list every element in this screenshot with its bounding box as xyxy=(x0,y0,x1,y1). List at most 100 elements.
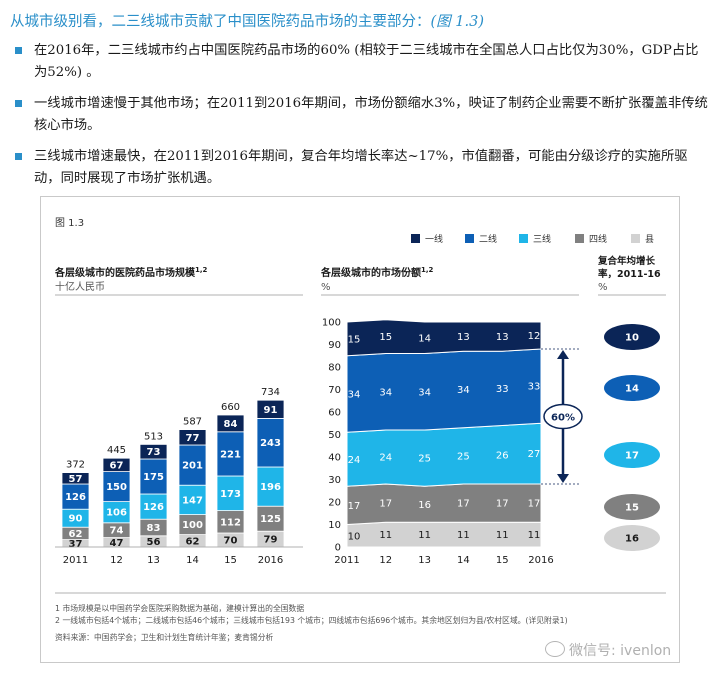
bar-value-label: 125 xyxy=(260,514,281,525)
bar-segment xyxy=(256,505,285,532)
bar-total-label: 734 xyxy=(261,387,280,398)
legend-swatch xyxy=(519,234,528,243)
figure-svg: 图 1.3 一线 二线 三线 四线县 各层级城市的医院药品市场规模1,2 十亿人民币 … xyxy=(54,217,666,642)
legend: 一线 二线 三线 四线 县 xyxy=(411,233,654,245)
cagr-title-line-1: 复合年均增长 xyxy=(597,255,656,267)
bullet-list: 在2016年，二三线城市约占中国医院药品市场的60% (相较于二三线城市在全国总… xyxy=(10,40,710,199)
area-chart-title-sup: 1,2 xyxy=(421,266,434,274)
area-y-tick-label: 60 xyxy=(328,408,341,419)
area-value-label: 17 xyxy=(348,501,361,512)
bar-value-label: 57 xyxy=(69,474,83,485)
area-value-label: 11 xyxy=(457,530,470,541)
area-value-label: 17 xyxy=(457,499,470,510)
cagr-oval xyxy=(604,525,660,551)
bar-segment xyxy=(178,429,207,446)
legend-label: 三线 xyxy=(533,233,551,245)
cagr-oval xyxy=(604,494,660,520)
cagr-value: 16 xyxy=(625,534,639,545)
bullet-square-icon xyxy=(15,47,22,54)
area-band xyxy=(346,483,542,526)
bar-value-label: 47 xyxy=(110,538,124,549)
area-x-tick-label: 2011 xyxy=(334,555,359,566)
bar-total-label: 587 xyxy=(183,417,202,428)
area-chart-header: 各层级城市的市场份额1,2 % xyxy=(320,266,579,296)
bar-value-label: 196 xyxy=(260,482,281,493)
bar-value-label: 147 xyxy=(182,495,203,506)
bar-value-label: 201 xyxy=(182,461,203,472)
bracket-arrow-down-icon xyxy=(557,474,569,483)
bar-total-label: 660 xyxy=(221,402,240,413)
bar-category-label: 2016 xyxy=(258,555,283,566)
area-chart-title: 各层级城市的市场份额1,2 xyxy=(320,266,434,279)
area-value-label: 11 xyxy=(379,530,392,541)
area-value-label: 10 xyxy=(348,531,361,542)
bar-value-label: 173 xyxy=(220,489,241,500)
cagr-value: 17 xyxy=(625,451,639,462)
bar-segment xyxy=(178,444,207,486)
area-y-tick-label: 80 xyxy=(328,363,341,374)
area-y-tick-label: 50 xyxy=(328,430,341,441)
bullet-text: 三线城市增速最快，在2011到2016年期间，复合年均增长率达~17%，市值翻番… xyxy=(34,149,688,186)
wechat-icon xyxy=(545,641,565,657)
bar-value-label: 37 xyxy=(69,539,83,550)
footnote-1: 1 市场规模是以中国药学会医院采购数据为基础，建模计算出的全国数据 xyxy=(55,603,304,613)
bullet-item: 一线城市增速慢于其他市场；在2011到2016年期间，市场份额缩水3%，映证了制… xyxy=(10,93,710,137)
area-x-tick-label: 12 xyxy=(379,555,392,566)
cagr-oval xyxy=(604,375,660,401)
bar-value-label: 100 xyxy=(182,520,203,531)
cagr-oval xyxy=(604,324,660,350)
watermark-text: 微信号: ivenlon xyxy=(569,643,672,659)
area-value-label: 15 xyxy=(348,334,361,345)
area-value-label: 34 xyxy=(348,390,361,401)
legend-label: 二线 xyxy=(479,233,497,245)
source-note: 资料来源：中国药学会；卫生和计划生育统计年鉴；麦肯锡分析 xyxy=(55,632,274,642)
area-band xyxy=(346,521,542,548)
area-value-label: 13 xyxy=(457,332,470,343)
bar-value-label: 221 xyxy=(220,449,241,460)
cagr-title-line-2: 率，2011-16 xyxy=(598,268,661,280)
bar-value-label: 83 xyxy=(147,523,161,534)
bar-segment xyxy=(256,417,285,468)
bullet-square-icon xyxy=(15,100,22,107)
bar-value-label: 90 xyxy=(69,514,83,525)
cagr-value: 15 xyxy=(625,503,639,514)
bar-chart-header: 各层级城市的医院药品市场规模1,2 十亿人民币 xyxy=(54,266,303,296)
area-value-label: 34 xyxy=(418,387,431,398)
area-y-tick-label: 90 xyxy=(328,340,341,351)
cagr-value: 14 xyxy=(625,384,639,395)
bar-value-label: 126 xyxy=(143,502,164,513)
bar-segment xyxy=(61,472,90,485)
cagr-value: 10 xyxy=(625,333,639,344)
cagr-oval xyxy=(604,442,660,468)
bar-value-label: 243 xyxy=(260,438,281,449)
area-value-label: 33 xyxy=(496,384,509,395)
bar-value-label: 150 xyxy=(106,482,127,493)
area-y-tick-label: 100 xyxy=(322,318,341,329)
bar-value-label: 70 xyxy=(224,536,238,547)
bar-segment xyxy=(256,399,285,419)
figure-panel: 图 1.3 一线 二线 三线 四线县 各层级城市的医院药品市场规模1,2 十亿人民币 … xyxy=(40,196,680,663)
area-y-tick-label: 10 xyxy=(328,520,341,531)
bar-total-label: 513 xyxy=(144,431,163,442)
area-value-label: 11 xyxy=(496,530,509,541)
area-y-tick-label: 40 xyxy=(328,453,341,464)
area-y-tick-label: 20 xyxy=(328,498,341,509)
bar-value-label: 74 xyxy=(110,526,124,537)
cagr-header: 复合年均增长 率，2011-16 % xyxy=(597,255,666,296)
bar-value-label: 79 xyxy=(264,535,278,546)
area-band xyxy=(346,348,542,433)
heading-text: 从城市级别看，二三线城市贡献了中国医院药品市场的主要部分： xyxy=(10,14,431,30)
bar-segment xyxy=(216,475,245,511)
area-value-label: 24 xyxy=(348,455,361,466)
area-value-label: 17 xyxy=(379,499,392,510)
bar-segment xyxy=(216,431,245,477)
legend-swatch xyxy=(631,234,640,243)
bar-chart-unit: 十亿人民币 xyxy=(55,280,105,293)
bullet-item: 三线城市增速最快，在2011到2016年期间，复合年均增长率达~17%，市值翻番… xyxy=(10,146,710,190)
bar-value-label: 73 xyxy=(147,447,161,458)
figure-label: 图 1.3 xyxy=(55,217,84,229)
bar-value-label: 112 xyxy=(220,517,241,528)
legend-swatch xyxy=(411,234,420,243)
bar-segment xyxy=(139,458,168,495)
area-x-tick-label: 13 xyxy=(418,555,431,566)
